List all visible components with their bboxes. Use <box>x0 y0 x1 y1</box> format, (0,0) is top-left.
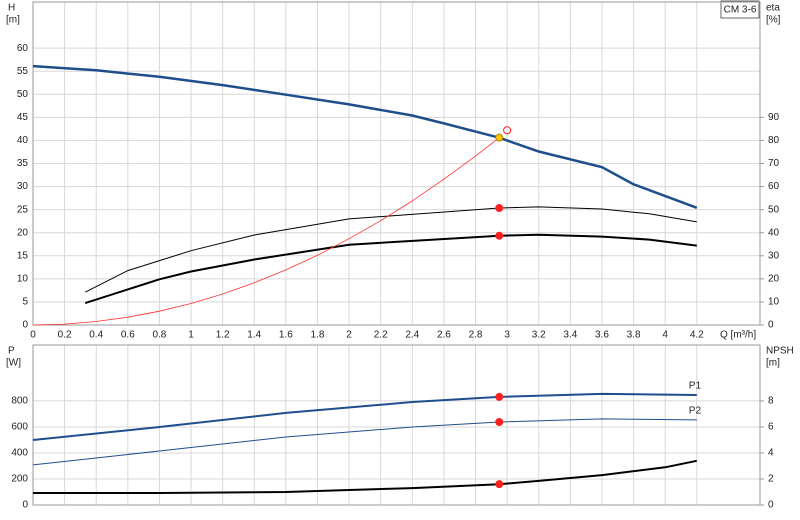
x-tick-label: 2.8 <box>469 330 483 341</box>
operating-point <box>495 204 504 213</box>
x-tick-label: 3 <box>504 330 510 341</box>
series-line <box>32 392 697 441</box>
series-line <box>84 233 697 305</box>
operating-point <box>495 392 504 401</box>
operating-point <box>495 418 504 427</box>
y-tick-label: 20 <box>17 227 29 238</box>
y2-tick-label: 4 <box>768 448 774 459</box>
series-line <box>33 459 698 494</box>
x-tick-label: 0.8 <box>152 330 166 341</box>
x-tick-label: 1.8 <box>311 330 325 341</box>
x-tick-label: 1.2 <box>216 330 230 341</box>
y2-axis-unit: [%] <box>766 15 781 26</box>
y2-tick-label: 30 <box>768 250 780 261</box>
y2-tick-label: 20 <box>768 273 780 284</box>
chart-title: CM 3-6 <box>724 5 757 16</box>
y-tick-label: 45 <box>17 112 29 123</box>
y-tick-label: 600 <box>11 422 28 433</box>
y2-tick-label: 8 <box>768 396 774 407</box>
y2-tick-label: 0 <box>768 500 774 511</box>
y-tick-label: 40 <box>17 135 29 146</box>
y2-tick-label: 6 <box>768 422 774 433</box>
y-tick-label: 10 <box>17 273 29 284</box>
x-tick-label: 1.6 <box>279 330 293 341</box>
y-tick-label: 200 <box>11 474 28 485</box>
x-tick-label: 2.6 <box>437 330 451 341</box>
x-tick-label: 4 <box>662 330 668 341</box>
y2-tick-label: 60 <box>768 181 780 192</box>
x-tick-label: 1 <box>188 330 194 341</box>
y-axis-unit: [m] <box>6 15 20 26</box>
y-tick-label: 0 <box>22 320 28 331</box>
y2-tick-label: 50 <box>768 204 780 215</box>
x-tick-label: 0.4 <box>89 330 103 341</box>
series-line <box>84 206 697 293</box>
y-tick-label: 50 <box>17 89 29 100</box>
x-tick-label: 3.6 <box>595 330 609 341</box>
y2-axis-label: NPSH <box>766 346 794 357</box>
x-tick-label: 2.4 <box>405 330 419 341</box>
x-tick-label: 2.2 <box>374 330 388 341</box>
y-tick-label: 800 <box>11 396 28 407</box>
y-axis-unit: [W] <box>6 358 21 369</box>
x-tick-label: 0.6 <box>121 330 135 341</box>
y-tick-label: 25 <box>17 204 29 215</box>
operating-point <box>503 126 512 135</box>
y-tick-label: 400 <box>11 448 28 459</box>
x-tick-label: 0 <box>30 330 36 341</box>
y2-tick-label: 0 <box>768 320 774 331</box>
series-label: P1 <box>689 381 702 392</box>
y2-axis-unit: [m] <box>766 358 780 369</box>
y2-tick-label: 70 <box>768 158 780 169</box>
x-tick-label: 2 <box>346 330 352 341</box>
x-tick-label: 3.2 <box>532 330 546 341</box>
x-axis-label: Q [m³/h] <box>720 330 756 341</box>
y-tick-label: 60 <box>17 43 29 54</box>
x-tick-label: 0.2 <box>58 330 72 341</box>
y2-tick-label: 10 <box>768 297 780 308</box>
operating-point <box>495 231 504 240</box>
y-tick-label: 35 <box>17 158 29 169</box>
y2-axis-label: eta <box>766 3 780 14</box>
operating-point <box>495 480 504 489</box>
y2-tick-label: 2 <box>768 474 774 485</box>
y-axis-label: P <box>8 346 15 357</box>
series-label: P2 <box>689 406 702 417</box>
title-box <box>720 0 760 19</box>
y-tick-label: 5 <box>22 297 28 308</box>
y-tick-label: 30 <box>17 181 29 192</box>
x-tick-label: 1.4 <box>247 330 261 341</box>
plot-frame <box>32 344 761 506</box>
y2-tick-label: 80 <box>768 135 780 146</box>
y-tick-label: 15 <box>17 250 29 261</box>
y2-tick-label: 40 <box>768 227 780 238</box>
y-tick-label: 0 <box>22 500 28 511</box>
x-tick-label: 3.8 <box>627 330 641 341</box>
series-line <box>32 64 698 209</box>
series-line <box>32 137 500 326</box>
x-tick-label: 4.2 <box>690 330 704 341</box>
y2-tick-label: 90 <box>768 112 780 123</box>
series-line <box>32 418 697 466</box>
y-tick-label: 55 <box>17 66 29 77</box>
plot-frame <box>32 1 761 326</box>
operating-point <box>495 133 504 142</box>
x-tick-label: 3.4 <box>563 330 577 341</box>
y-axis-label: H <box>8 3 15 14</box>
